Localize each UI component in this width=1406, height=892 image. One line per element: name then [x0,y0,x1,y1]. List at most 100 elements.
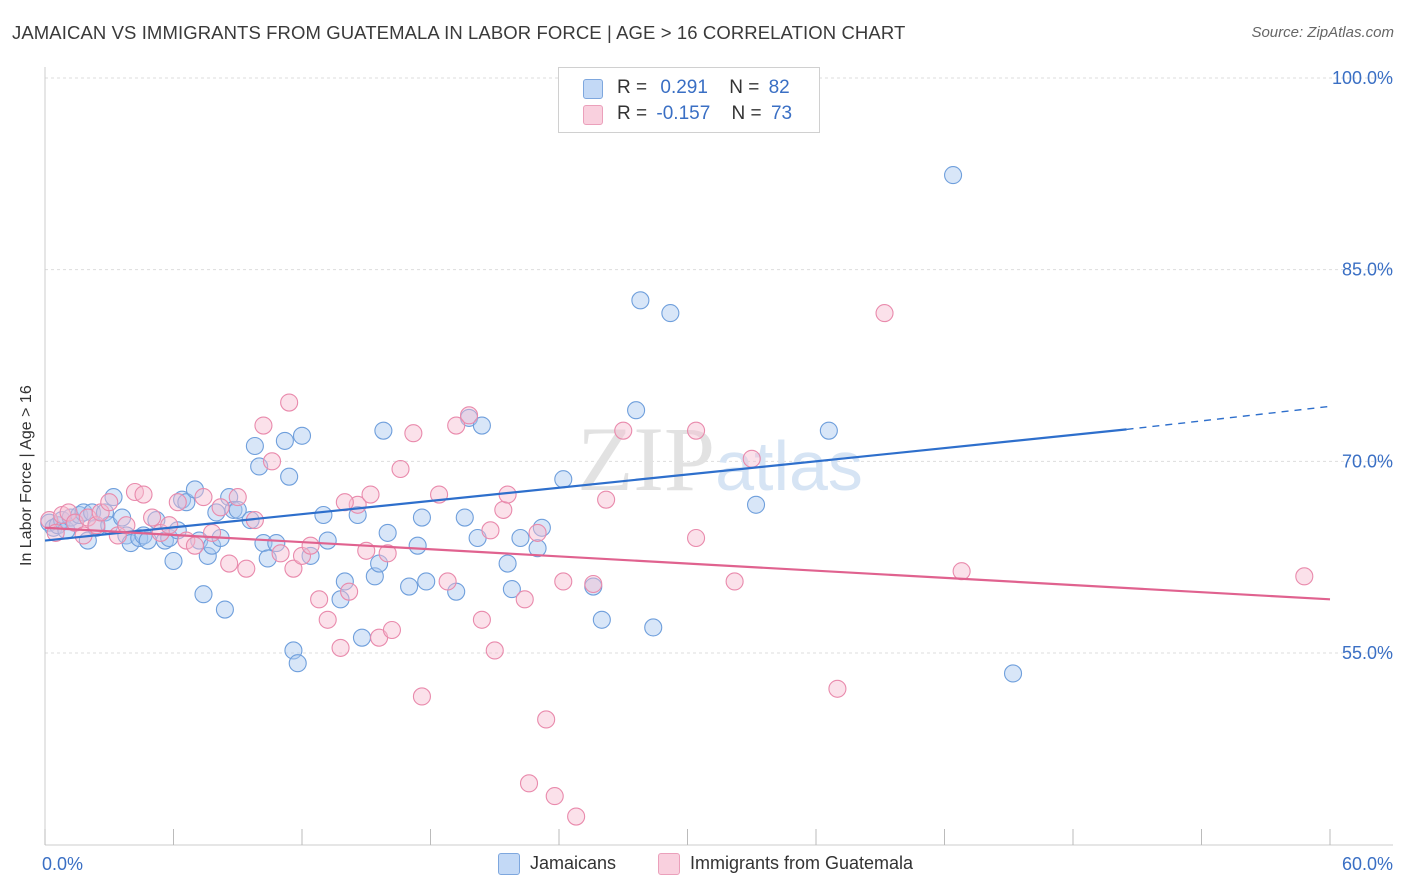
point-guatemala [404,424,423,443]
point-guatemala [378,544,397,563]
point-guatemala [519,774,539,793]
tick-labels: 55.0% 70.0% 85.0% 100.0% 0.0% 60.0% [42,68,1393,874]
point-guatemala [459,406,479,425]
point-guatemala [494,500,513,519]
point-guatemala [143,508,162,527]
point-guatemala [537,710,556,729]
point-guatemala [687,421,706,440]
point-guatemala [203,523,222,542]
point-jamaicans [408,536,427,555]
point-guatemala [340,582,359,601]
y-tick-label: 70.0% [1342,451,1393,471]
point-guatemala [361,485,380,504]
x-tick-label-min: 0.0% [42,854,83,874]
trend-line-guatemala [44,526,1331,601]
point-jamaicans [245,436,264,456]
axes [44,67,1393,846]
legend-n-value: 73 [770,103,793,124]
point-guatemala [117,516,136,535]
point-jamaicans [417,572,436,591]
point-guatemala [545,787,564,806]
point-guatemala [382,620,402,640]
point-jamaicans [194,585,213,604]
point-guatemala [952,562,971,581]
point-guatemala [271,544,290,563]
point-guatemala [237,559,256,578]
x-tick-label-max: 60.0% [1342,854,1393,874]
point-jamaicans [378,523,397,542]
legend-swatch-pink [583,105,603,125]
point-guatemala [875,304,894,323]
point-jamaicans [819,421,838,440]
point-jamaicans [502,580,521,599]
point-guatemala [391,459,410,479]
point-guatemala [584,574,603,594]
point-guatemala [472,610,491,629]
legend-n-label: N = [729,77,760,98]
point-guatemala [185,536,204,555]
point-jamaicans [292,426,312,445]
point-jamaicans [455,508,474,527]
point-guatemala [310,590,329,609]
point-guatemala [168,493,187,512]
point-guatemala [254,416,273,435]
source-label: Source: ZipAtlas.com [1251,24,1394,41]
point-jamaicans [400,577,419,596]
point-guatemala [160,516,179,535]
legend-r-label: R = [617,103,648,124]
point-guatemala [220,554,239,573]
point-guatemala [725,572,744,591]
point-jamaicans [511,528,530,548]
legend-n-value: 82 [768,77,790,98]
point-jamaicans [352,628,372,647]
point-guatemala [597,490,616,509]
y-tick-label: 100.0% [1332,68,1393,88]
trend-line-jamaicans [44,428,1127,542]
chart-title: JAMAICAN VS IMMIGRANTS FROM GUATEMALA IN… [12,22,906,43]
point-jamaicans [498,554,517,573]
y-tick-label: 55.0% [1342,643,1393,663]
bottom-legend-label-jamaicans: Jamaicans [530,853,617,873]
point-jamaicans [267,534,286,553]
point-guatemala [1295,567,1314,586]
legend-r-value: -0.157 [656,103,711,124]
point-guatemala [318,610,337,629]
grid-lines [45,77,1393,654]
point-jamaicans [215,600,234,619]
point-guatemala [301,536,320,555]
point-guatemala [485,641,504,660]
point-jamaicans [374,421,393,440]
point-guatemala [262,452,282,471]
point-jamaicans [472,416,491,435]
point-guatemala [228,488,247,507]
point-jamaicans [746,495,766,514]
point-jamaicans [314,505,333,525]
point-jamaicans [412,508,431,527]
legend-r-value: 0.291 [660,77,708,98]
point-guatemala [742,449,761,468]
point-jamaicans [275,431,294,450]
legend-r-label: R = [617,77,648,98]
watermark: ZIPatlas [577,408,863,510]
point-guatemala [331,638,350,657]
point-jamaicans [1003,664,1023,683]
point-guatemala [284,559,303,578]
point-guatemala [515,590,534,609]
bottom-legend-label-guatemala: Immigrants from Guatemala [690,853,914,873]
point-guatemala [567,807,586,826]
point-jamaicans [627,401,646,420]
point-guatemala [481,521,500,540]
point-jamaicans [318,531,337,550]
watermark-text: ZIPatlas [577,408,863,510]
point-guatemala [528,523,547,542]
bottom-legend-swatch-pink [658,853,680,875]
bottom-legend-swatch-blue [498,853,520,875]
trend-line-jamaicans-extension [1126,405,1331,431]
point-guatemala [194,488,213,507]
point-jamaicans [644,618,663,637]
correlation-legend: R = 0.291 N = 82 R = -0.157 N = 73 [558,67,820,133]
legend-swatch-blue [583,79,603,99]
point-guatemala [211,498,230,517]
point-jamaicans [198,546,217,565]
